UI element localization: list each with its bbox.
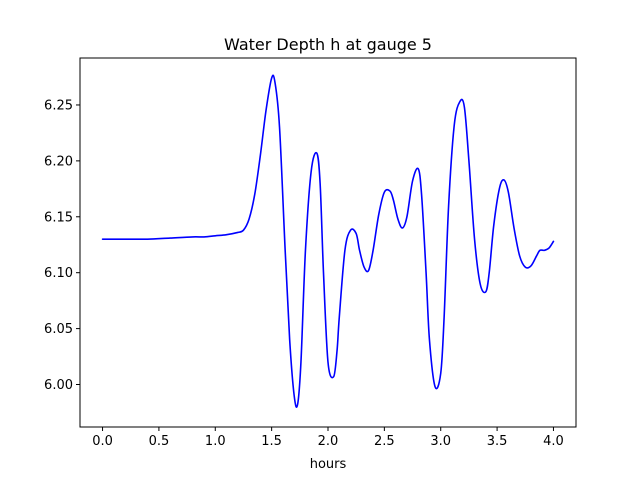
plot-frame bbox=[79, 57, 577, 428]
x-tick-label: 3.0 bbox=[430, 434, 451, 449]
x-tick-label: 0.5 bbox=[149, 434, 170, 449]
plot-area bbox=[101, 74, 555, 408]
y-tick-label: 6.25 bbox=[44, 98, 73, 113]
x-axis: 0.0 0.5 1.0 1.5 2.0 2.5 3.0 3.5 4.0 bbox=[92, 427, 564, 449]
x-tick-label: 3.5 bbox=[487, 434, 508, 449]
x-tick-label: 4.0 bbox=[543, 434, 564, 449]
x-axis-label: hours bbox=[310, 457, 347, 472]
y-tick-label: 6.05 bbox=[44, 322, 73, 337]
x-tick-label: 1.5 bbox=[261, 434, 282, 449]
y-axis: 6.00 6.05 6.10 6.15 6.20 6.25 bbox=[44, 98, 80, 393]
chart-title: Water Depth h at gauge 5 bbox=[224, 35, 432, 54]
x-tick-label: 2.5 bbox=[374, 434, 395, 449]
y-tick-label: 6.15 bbox=[44, 210, 73, 225]
x-tick-label: 1.0 bbox=[205, 434, 226, 449]
y-tick-label: 6.20 bbox=[44, 154, 73, 169]
y-tick-label: 6.10 bbox=[44, 266, 73, 281]
series-line bbox=[101, 74, 555, 408]
x-tick-label: 2.0 bbox=[318, 434, 339, 449]
x-tick-label: 0.0 bbox=[92, 434, 113, 449]
y-tick-label: 6.00 bbox=[44, 378, 73, 393]
